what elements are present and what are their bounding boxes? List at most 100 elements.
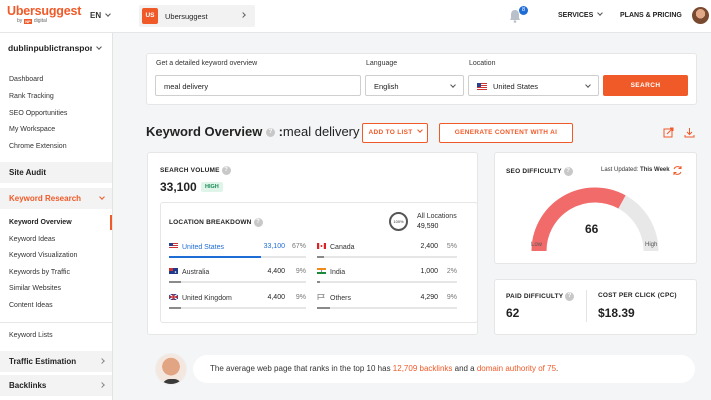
last-updated-label: Last Updated: <box>601 167 639 173</box>
all-locations-value: 49,590 <box>417 223 439 230</box>
info-icon[interactable]: ? <box>565 292 575 301</box>
keyword-input[interactable]: meal delivery <box>155 75 361 96</box>
location-bar <box>169 307 306 309</box>
export-icon[interactable] <box>663 127 674 138</box>
project-switcher[interactable]: US Ubersuggest <box>139 5 255 27</box>
sidebar-section-traffic-estimation[interactable]: Traffic Estimation <box>0 351 112 372</box>
info-icon[interactable]: ? <box>253 218 263 227</box>
language-code: EN <box>90 11 102 20</box>
add-to-list-label: ADD TO LIST <box>368 129 413 136</box>
location-bar <box>317 307 457 309</box>
generate-content-button[interactable]: GENERATE CONTENT WITH AI <box>439 123 573 143</box>
sidebar-item-dashboard[interactable]: Dashboard <box>9 76 44 83</box>
tip-authority: domain authority of 75 <box>476 364 557 373</box>
sidebar-project-select[interactable]: dublinpublictransport <box>8 43 92 53</box>
flag-outline-icon <box>317 294 325 300</box>
sidebar-item-similar-websites[interactable]: Similar Websites <box>9 285 61 292</box>
location-select[interactable]: United States <box>468 75 599 96</box>
paid-difficulty-label: PAID DIFFICULTY ? <box>506 292 575 301</box>
location-value: 33,100 <box>263 243 285 250</box>
services-label: SERVICES <box>558 12 594 19</box>
search-volume-value: 33,100 <box>160 180 197 194</box>
sidebar-item-keyword-overview[interactable]: Keyword Overview <box>9 219 72 226</box>
location-country: Australia <box>182 269 210 276</box>
bell-icon[interactable] <box>509 9 521 23</box>
sidebar-item-keyword-lists[interactable]: Keyword Lists <box>9 332 53 339</box>
keyword-research-label: Keyword Research <box>9 194 82 203</box>
tip-text-part: The average web page that ranks in the t… <box>210 364 393 373</box>
last-updated-value: This Week <box>640 167 670 173</box>
canada-flag-icon <box>317 243 326 249</box>
info-icon[interactable]: ? <box>563 167 573 176</box>
us-flag-icon <box>477 83 487 90</box>
volume-level-badge: HIGH <box>201 182 223 192</box>
location-row-united-kingdom[interactable]: United Kingdom <box>169 294 232 302</box>
location-bar <box>169 281 306 283</box>
sidebar: dublinpublictransport Dashboard Rank Tra… <box>0 33 113 400</box>
brand-logo[interactable]: Ubersuggest by NP digital <box>7 4 81 24</box>
location-bar-fill <box>169 307 182 309</box>
location-bar-fill <box>317 256 324 258</box>
location-pct: 67% <box>291 243 306 250</box>
project-badge: US <box>142 8 158 24</box>
cpc-label: COST PER CLICK (CPC) <box>598 292 677 299</box>
sidebar-item-keywords-by-traffic[interactable]: Keywords by Traffic <box>9 269 70 276</box>
location-row-australia[interactable]: Australia <box>169 268 209 276</box>
location-row-others[interactable]: Others <box>317 294 351 302</box>
sidebar-item-seo-opportunities[interactable]: SEO Opportunities <box>9 110 68 117</box>
india-flag-icon <box>317 268 326 274</box>
location-row-united-states[interactable]: United States <box>169 243 224 251</box>
plans-pricing-link[interactable]: PLANS & PRICING <box>620 12 682 19</box>
download-icon[interactable] <box>684 127 695 138</box>
location-bar <box>317 256 457 258</box>
location-value: United States <box>493 82 539 91</box>
location-value: 4,400 <box>267 294 285 301</box>
sidebar-item-my-workspace[interactable]: My Workspace <box>9 126 56 133</box>
gauge-low-label: Low <box>531 242 543 248</box>
backlinks-label: Backlinks <box>9 381 47 390</box>
language-select[interactable]: English <box>365 75 464 96</box>
sidebar-item-rank-tracking[interactable]: Rank Tracking <box>9 93 54 100</box>
seo-difficulty-label-text: SEO DIFFICULTY <box>506 168 562 176</box>
active-indicator <box>110 215 112 230</box>
paid-difficulty-label-text: PAID DIFFICULTY <box>506 293 564 301</box>
location-field-label: Location <box>469 60 496 67</box>
chevron-down-icon <box>105 11 111 17</box>
chevron-right-icon <box>99 358 105 364</box>
location-bar-fill <box>169 281 182 283</box>
info-icon[interactable]: ? <box>265 128 275 138</box>
search-button[interactable]: SEARCH <box>603 75 688 96</box>
coverage-ring: 100% <box>389 212 408 231</box>
title-keyword: meal delivery <box>282 124 360 139</box>
info-icon[interactable]: ? <box>221 166 231 175</box>
language-switcher[interactable]: EN <box>90 11 111 20</box>
sidebar-divider <box>0 322 112 323</box>
cpc-value: $18.39 <box>598 306 635 320</box>
uk-flag-icon <box>169 294 178 300</box>
services-menu[interactable]: SERVICES <box>558 10 604 19</box>
location-row-india[interactable]: India <box>317 268 345 276</box>
sidebar-section-backlinks[interactable]: Backlinks <box>0 375 112 396</box>
seo-difficulty-label: SEO DIFFICULTY ? <box>506 167 573 176</box>
last-updated: Last Updated: This Week <box>601 167 670 173</box>
sidebar-section-site-audit[interactable]: Site Audit <box>0 162 112 183</box>
chevron-down-icon <box>99 194 105 200</box>
location-row-canada[interactable]: Canada <box>317 243 355 251</box>
sidebar-item-keyword-visualization[interactable]: Keyword Visualization <box>9 252 78 259</box>
us-flag-icon <box>169 243 178 249</box>
sidebar-section-keyword-research[interactable]: Keyword Research <box>0 188 112 209</box>
sidebar-item-chrome-extension[interactable]: Chrome Extension <box>9 143 67 150</box>
gauge-fill <box>531 187 626 252</box>
sidebar-item-keyword-ideas[interactable]: Keyword Ideas <box>9 236 56 243</box>
sidebar-item-content-ideas[interactable]: Content Ideas <box>9 302 53 309</box>
location-breakdown-label: LOCATION BREAKDOWN ? <box>169 218 263 227</box>
refresh-icon[interactable] <box>672 165 683 176</box>
chevron-down-icon <box>585 82 591 88</box>
project-name: Ubersuggest <box>165 12 208 21</box>
location-country: India <box>330 269 346 276</box>
add-to-list-button[interactable]: ADD TO LIST <box>362 123 428 143</box>
user-avatar[interactable] <box>692 7 709 24</box>
tip-backlinks: 12,709 backlinks <box>392 364 453 373</box>
brand-digital: digital <box>33 18 47 24</box>
brand-np: NP <box>24 18 32 24</box>
